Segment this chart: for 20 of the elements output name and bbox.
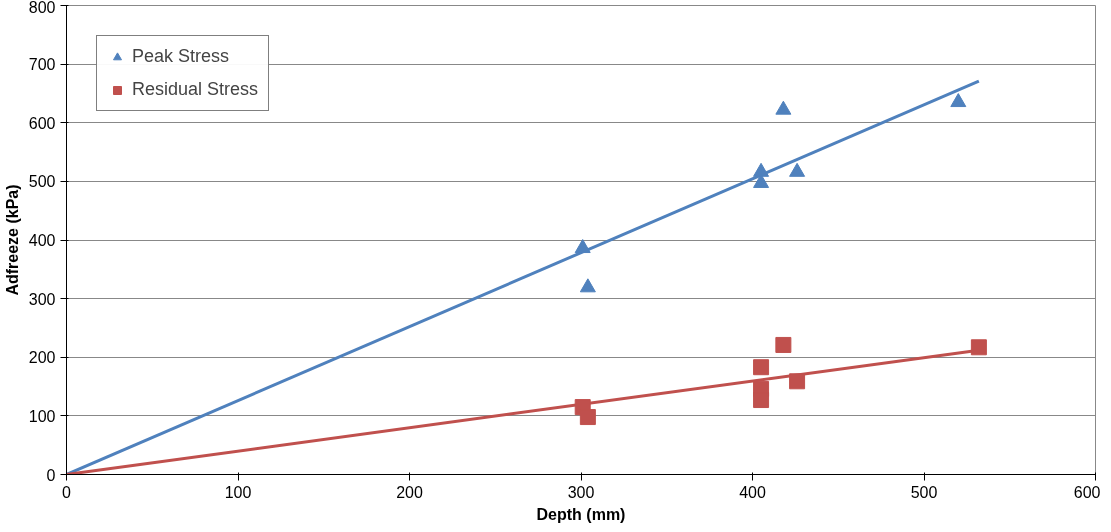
x-tick-label: 600 — [1073, 483, 1101, 501]
y-tick-label: 200 — [28, 349, 56, 367]
y-tick-label: 0 — [46, 466, 56, 484]
y-tick-label: 600 — [28, 114, 56, 132]
y-tick-label: 500 — [28, 173, 56, 191]
x-tick-label: 200 — [396, 483, 423, 501]
x-tick-label: 500 — [910, 483, 938, 501]
y-tick-label: 100 — [28, 407, 56, 425]
legend-label: Peak Stress — [132, 46, 230, 67]
x-tick-label: 0 — [62, 483, 72, 501]
y-tick-label: 300 — [28, 290, 56, 308]
y-tick-label: 400 — [28, 232, 56, 249]
x-tick-label: 400 — [739, 483, 766, 501]
x-tick-label: 300 — [567, 483, 595, 501]
x-tick-label: 100 — [224, 483, 252, 501]
y-axis-title: Adfreeze (kPa) — [3, 184, 21, 296]
legend-label: Residual Stress — [132, 79, 259, 100]
x-axis-title: Depth (mm) — [536, 505, 626, 523]
y-tick-label: 800 — [28, 0, 56, 16]
y-tick-label: 700 — [28, 56, 56, 74]
